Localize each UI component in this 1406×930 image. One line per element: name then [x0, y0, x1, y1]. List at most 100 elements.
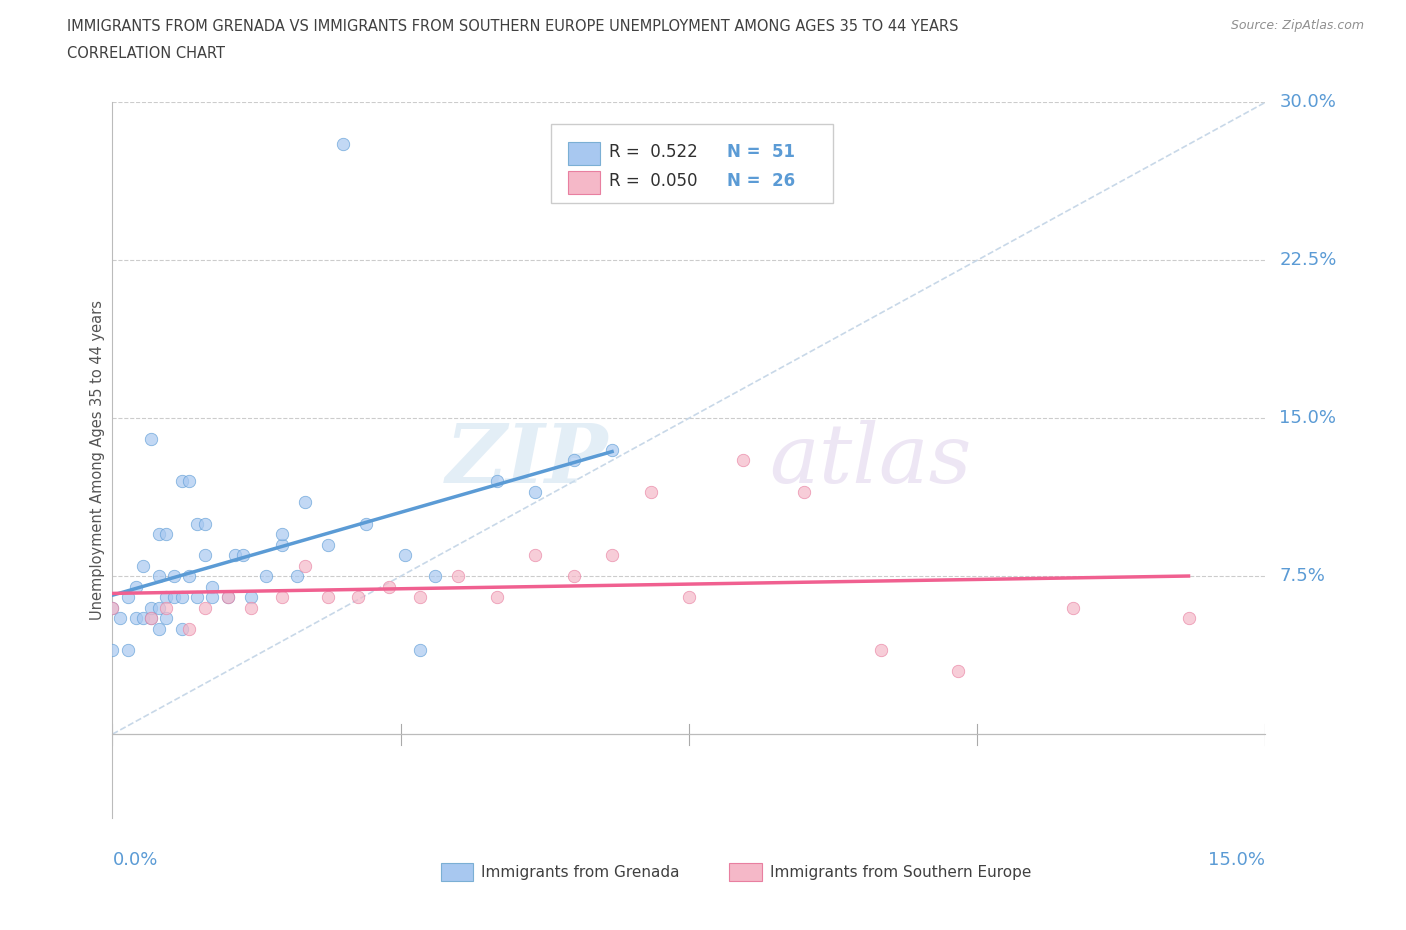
Point [170, 621, 193, 636]
Text: IMMIGRANTS FROM GRENADA VS IMMIGRANTS FROM SOUTHERN EUROPE UNEMPLOYMENT AMONG AG: IMMIGRANTS FROM GRENADA VS IMMIGRANTS FR… [67, 19, 959, 33]
Text: R =  0.050: R = 0.050 [609, 172, 697, 190]
Point [354, 516, 377, 531]
Text: ZIP: ZIP [446, 420, 609, 500]
Point [239, 590, 262, 604]
Point [170, 474, 193, 489]
Point [201, 590, 224, 604]
Point [179, 474, 201, 489]
Point [285, 569, 308, 584]
Point [254, 569, 277, 584]
Point [600, 443, 623, 458]
Point [640, 485, 662, 499]
Point [232, 548, 254, 563]
Point [1062, 601, 1084, 616]
Point [378, 579, 401, 594]
Text: Source: ZipAtlas.com: Source: ZipAtlas.com [1230, 19, 1364, 32]
Point [148, 621, 170, 636]
Point [485, 474, 508, 489]
Point [270, 590, 292, 604]
Bar [730, 863, 762, 881]
Point [224, 548, 246, 563]
Text: 15.0%: 15.0% [1279, 409, 1336, 427]
Point [409, 590, 432, 604]
Bar [568, 171, 600, 194]
Point [678, 590, 700, 604]
Point [139, 432, 162, 446]
Point [409, 643, 432, 658]
Point [524, 548, 547, 563]
Point [155, 601, 177, 616]
Point [270, 526, 292, 541]
Point [132, 611, 155, 626]
Point [316, 590, 339, 604]
Point [294, 558, 316, 573]
Point [117, 643, 139, 658]
Point [148, 569, 170, 584]
Point [155, 590, 177, 604]
Point [485, 590, 508, 604]
Point [101, 601, 124, 616]
Point [139, 601, 162, 616]
Point [117, 590, 139, 604]
Point [148, 526, 170, 541]
Text: N =  51: N = 51 [727, 143, 794, 162]
Point [870, 643, 893, 658]
Point [562, 453, 585, 468]
Text: Unemployment Among Ages 35 to 44 years: Unemployment Among Ages 35 to 44 years [90, 300, 105, 620]
FancyBboxPatch shape [551, 124, 832, 203]
Point [194, 516, 217, 531]
Text: 0.0%: 0.0% [112, 851, 157, 869]
Point [316, 538, 339, 552]
Point [294, 495, 316, 510]
Point [148, 601, 170, 616]
Point [155, 526, 177, 541]
Point [425, 569, 447, 584]
Text: Immigrants from Grenada: Immigrants from Grenada [481, 865, 681, 880]
Point [201, 579, 224, 594]
Text: 30.0%: 30.0% [1279, 93, 1336, 112]
Text: Immigrants from Southern Europe: Immigrants from Southern Europe [769, 865, 1031, 880]
Point [239, 601, 262, 616]
Bar [568, 142, 600, 166]
Point [186, 516, 208, 531]
Point [524, 485, 547, 499]
Point [163, 569, 186, 584]
Point [139, 611, 162, 626]
Point [101, 643, 124, 658]
Point [347, 590, 370, 604]
Point [562, 569, 585, 584]
Point [139, 611, 162, 626]
Point [394, 548, 416, 563]
Point [217, 590, 239, 604]
Point [155, 611, 177, 626]
Point [101, 601, 124, 616]
Point [194, 548, 217, 563]
Point [179, 569, 201, 584]
Text: N =  26: N = 26 [727, 172, 796, 190]
Text: 7.5%: 7.5% [1279, 567, 1324, 585]
Point [332, 137, 354, 152]
Point [170, 590, 193, 604]
Point [186, 590, 208, 604]
Point [270, 538, 292, 552]
Point [179, 621, 201, 636]
Point [946, 663, 969, 678]
Point [731, 453, 754, 468]
Bar [441, 863, 474, 881]
Text: 22.5%: 22.5% [1279, 251, 1337, 270]
Point [447, 569, 470, 584]
Point [217, 590, 239, 604]
Text: R =  0.522: R = 0.522 [609, 143, 699, 162]
Point [1177, 611, 1199, 626]
Point [194, 601, 217, 616]
Point [124, 579, 146, 594]
Point [163, 590, 186, 604]
Point [600, 548, 623, 563]
Point [108, 611, 131, 626]
Text: CORRELATION CHART: CORRELATION CHART [67, 46, 225, 61]
Point [793, 485, 815, 499]
Text: 15.0%: 15.0% [1208, 851, 1265, 869]
Point [132, 558, 155, 573]
Text: atlas: atlas [769, 420, 972, 500]
Point [124, 611, 146, 626]
